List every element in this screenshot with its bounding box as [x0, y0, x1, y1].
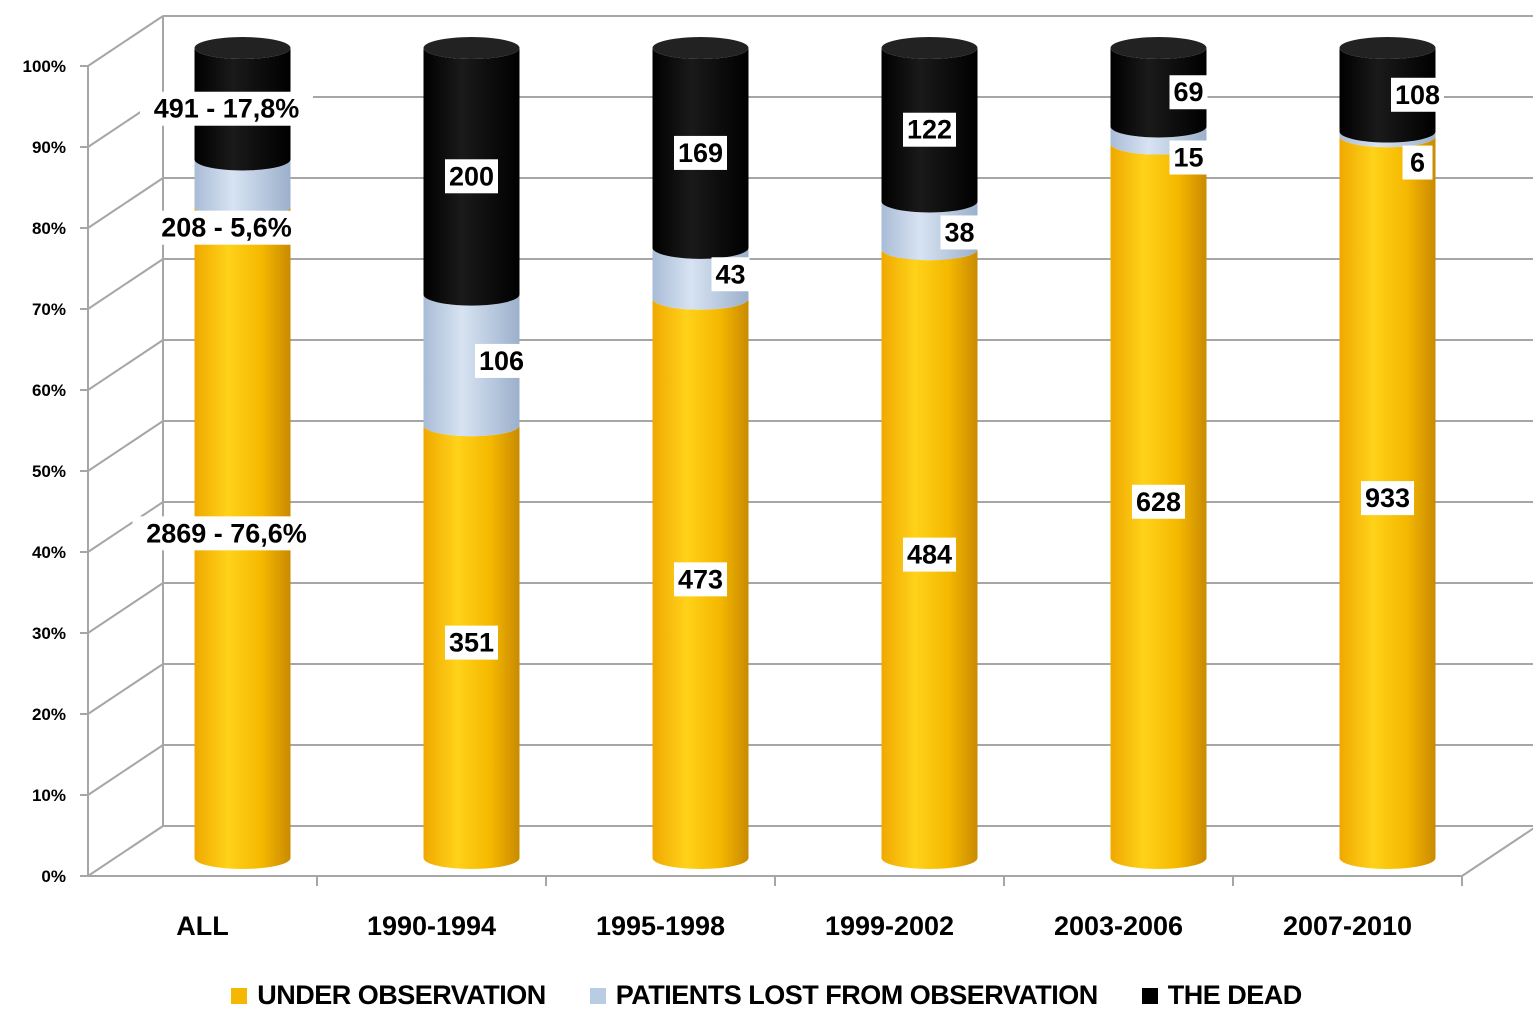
data-label: 43 [715, 259, 745, 289]
x-axis-categories: ALL 1990-1994 1995-1998 1999-2002 2003-2006 2… [176, 876, 1463, 941]
data-label-bg [445, 159, 498, 194]
data-label-bg [903, 537, 956, 572]
grid-layer [87, 15, 1533, 877]
data-label: 106 [479, 346, 524, 376]
bar-top-cap [194, 37, 291, 59]
data-label-bg [147, 210, 306, 245]
gridline-side [87, 420, 164, 472]
data-label: 108 [1395, 80, 1440, 110]
data-label: 484 [907, 540, 952, 570]
bar-top-cap [1110, 37, 1207, 59]
data-label-bg [1402, 145, 1433, 180]
y-tick-label: 40% [32, 543, 66, 562]
gridline-side [87, 501, 164, 553]
y-tick-label: 100% [23, 57, 66, 76]
y-tick-label: 0% [41, 867, 66, 886]
data-label-bg [1391, 77, 1444, 112]
data-label-bg [132, 516, 321, 551]
y-tick-label: 50% [32, 462, 66, 481]
floor-right-edge [1461, 827, 1533, 877]
legend-swatch-the-dead [1141, 987, 1158, 1004]
legend-label-under-observation: UNDER OBSERVATION [257, 980, 546, 1010]
x-category-label: 1990-1994 [367, 911, 496, 941]
y-tick-label: 60% [32, 381, 66, 400]
data-label: 15 [1173, 142, 1203, 172]
bar-top-cap [652, 37, 749, 59]
x-category-label: 2003-2006 [1054, 911, 1183, 941]
data-label-bg [1169, 140, 1208, 175]
data-label-bg [940, 215, 979, 250]
data-label: 491 - 17,8% [154, 94, 300, 124]
gridline-side [87, 744, 164, 796]
data-label: 38 [944, 217, 974, 247]
legend-label-patients-lost: PATIENTS LOST FROM OBSERVATION [615, 980, 1099, 1010]
data-label: 351 [449, 628, 494, 658]
data-label: 473 [678, 564, 723, 594]
bar-top-cap [881, 37, 978, 59]
gridline-side [87, 15, 164, 67]
bar-group [881, 37, 978, 869]
data-label-bg [475, 343, 528, 378]
y-tick-label: 20% [32, 705, 66, 724]
gridline-side [87, 663, 164, 715]
y-tick-label: 30% [32, 624, 66, 643]
x-category-label: 2007-2010 [1283, 911, 1412, 941]
legend-item-patients-lost: PATIENTS LOST FROM OBSERVATION [589, 980, 1099, 1011]
data-label: 2869 - 76,6% [146, 518, 307, 548]
x-category-label: ALL [176, 911, 228, 941]
legend-item-the-dead: THE DEAD [1141, 980, 1303, 1011]
data-label-bg [1169, 75, 1208, 110]
bar-top-cap [423, 37, 520, 59]
bar-the-dead [1339, 48, 1436, 143]
legend-label-the-dead: THE DEAD [1167, 980, 1303, 1010]
data-labels-layer: 2869 - 76,6% 208 - 5,6% 491 - 17,8% 351 106 2… [132, 75, 1444, 660]
data-label: 933 [1365, 483, 1410, 513]
bar-group [194, 37, 291, 869]
data-label-bg [674, 562, 727, 597]
data-label: 208 - 5,6% [161, 213, 292, 243]
bar-the-dead [1110, 48, 1207, 138]
legend-swatch-patients-lost [589, 987, 606, 1004]
data-label-bg [1132, 484, 1185, 519]
gridline-side [87, 825, 164, 877]
data-label-bg [140, 91, 313, 126]
x-category-label: 1995-1998 [596, 911, 725, 941]
data-label: 200 [449, 161, 494, 191]
stacked-cylinder-chart: 0% 10% 20% 30% 40% 50% 60% 70% 80% 90% 100% ALL 199… [23, 15, 1533, 941]
data-label-bg [674, 135, 727, 170]
gridline-side [87, 258, 164, 310]
y-tick-label: 80% [32, 219, 66, 238]
y-axis-ticks: 0% 10% 20% 30% 40% 50% 60% 70% 80% 90% 100% [23, 57, 88, 886]
bar-top-cap [1339, 37, 1436, 59]
data-label-bg [445, 625, 498, 660]
legend-swatch-under-observation [231, 987, 248, 1004]
bar-patients-lost [1339, 131, 1436, 148]
y-tick-label: 10% [32, 786, 66, 805]
gridline-side [87, 582, 164, 634]
data-label: 69 [1173, 77, 1203, 107]
bar-patients-lost [423, 294, 520, 437]
data-label: 122 [907, 115, 952, 145]
legend: UNDER OBSERVATION PATIENTS LOST FROM OBS… [0, 980, 1533, 1011]
y-tick-label: 90% [32, 138, 66, 157]
data-label-bg [711, 257, 750, 292]
gridline-side [87, 339, 164, 391]
data-label: 628 [1136, 487, 1181, 517]
data-label-bg [903, 112, 956, 147]
bar-patients-lost [194, 159, 291, 218]
data-label: 169 [678, 138, 723, 168]
x-category-label: 1999-2002 [825, 911, 954, 941]
legend-item-under-observation: UNDER OBSERVATION [231, 980, 546, 1011]
data-label: 6 [1410, 148, 1425, 178]
gridline-side [87, 177, 164, 229]
data-label-bg [1361, 481, 1414, 516]
y-tick-label: 70% [32, 300, 66, 319]
